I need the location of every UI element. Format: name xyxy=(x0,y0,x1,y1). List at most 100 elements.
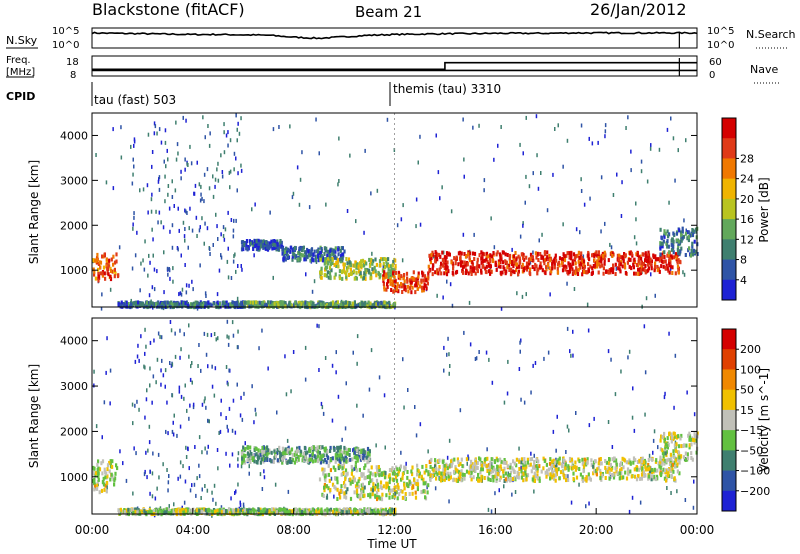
freq-tick-top: 18 xyxy=(66,57,79,68)
echo-cell xyxy=(694,249,697,254)
echo-cell xyxy=(342,262,345,267)
echo-cell xyxy=(382,484,385,489)
echo-cell xyxy=(319,257,322,262)
echo-cell xyxy=(439,265,442,270)
echo-cell xyxy=(436,257,439,262)
scatter-cell xyxy=(211,490,213,495)
echo-cell xyxy=(499,270,502,275)
echo-cell xyxy=(337,453,340,458)
scatter-cell xyxy=(156,486,158,491)
echo-cell xyxy=(440,261,443,266)
echo-cell xyxy=(677,268,680,272)
echo-cell xyxy=(328,271,332,275)
scatter-cell xyxy=(152,305,154,310)
echo-cell xyxy=(521,465,524,470)
echo-cell xyxy=(592,264,595,268)
echo-cell xyxy=(361,482,364,487)
echo-cell xyxy=(376,484,379,489)
scatter-cell xyxy=(383,393,386,398)
echo-cell xyxy=(494,471,497,476)
echo-cell xyxy=(688,434,692,439)
echo-cell xyxy=(515,262,518,267)
scatter-cell xyxy=(216,448,219,452)
echo-cell xyxy=(441,478,444,483)
scatter-cell xyxy=(259,472,262,477)
echo-cell xyxy=(604,476,607,480)
echo-cell xyxy=(635,252,638,257)
scatter-cell xyxy=(498,488,500,493)
echo-cell xyxy=(692,248,695,253)
scatter-cell xyxy=(168,474,170,478)
echo-cell xyxy=(323,448,326,453)
echo-cell xyxy=(671,243,674,248)
echo-cell xyxy=(526,457,529,462)
echo-cell xyxy=(403,465,406,470)
scatter-cell xyxy=(219,429,222,434)
echo-cell xyxy=(108,469,111,474)
echo-cell xyxy=(339,489,342,493)
echo-cell xyxy=(322,470,325,475)
scatter-cell xyxy=(185,118,187,123)
echo-cell xyxy=(615,458,618,463)
echo-cell xyxy=(388,491,391,496)
echo-cell xyxy=(495,474,498,479)
scatter-cell xyxy=(180,394,183,399)
scatter-cell xyxy=(415,224,417,229)
echo-cell xyxy=(667,234,670,239)
echo-cell xyxy=(450,260,453,265)
echo-cell xyxy=(395,287,398,292)
scatter-cell xyxy=(207,444,209,449)
echo-cell xyxy=(349,272,352,276)
echo-cell xyxy=(266,448,270,453)
echo-cell xyxy=(344,300,347,305)
echo-cell xyxy=(526,460,529,465)
scatter-cell xyxy=(133,143,135,148)
echo-cell xyxy=(288,302,291,307)
echo-cell xyxy=(351,467,354,472)
echo-cell xyxy=(191,302,194,307)
echo-cell xyxy=(441,459,444,464)
scatter-cell xyxy=(158,127,161,132)
echo-cell xyxy=(106,463,110,468)
echo-cell xyxy=(608,466,611,471)
echo-cell xyxy=(623,262,626,267)
echo-cell xyxy=(432,468,435,473)
n-sky-label: N.Sky xyxy=(6,34,38,47)
echo-cell xyxy=(685,443,688,448)
scatter-cell xyxy=(403,405,405,410)
scatter-cell xyxy=(627,355,629,360)
scatter-cell xyxy=(459,408,462,413)
scatter-cell xyxy=(232,234,235,239)
echo-cell xyxy=(636,460,640,464)
echo-cell xyxy=(352,263,355,268)
echo-cell xyxy=(135,303,138,308)
scatter-cell xyxy=(580,177,582,182)
echo-cell xyxy=(332,465,335,470)
echo-cell xyxy=(434,470,438,475)
echo-cell xyxy=(663,476,666,481)
echo-cell xyxy=(689,253,692,258)
scatter-cell xyxy=(419,422,422,427)
echo-cell xyxy=(572,269,575,274)
echo-cell xyxy=(400,477,403,482)
scatter-cell xyxy=(676,489,678,494)
echo-cell xyxy=(478,264,481,269)
scatter-cell xyxy=(164,128,167,133)
echo-cell xyxy=(327,275,330,280)
echo-cell xyxy=(554,478,557,483)
echo-cell xyxy=(261,243,264,248)
scatter-cell xyxy=(151,164,153,169)
echo-cell xyxy=(438,267,441,272)
scatter-cell xyxy=(215,212,217,217)
echo-cell xyxy=(321,445,324,450)
scatter-cell xyxy=(664,391,666,396)
echo-cell xyxy=(353,450,356,455)
echo-cell xyxy=(302,451,305,456)
echo-cell xyxy=(369,494,372,499)
echo-cell xyxy=(461,464,464,469)
scatter-cell xyxy=(186,408,188,413)
scatter-cell xyxy=(144,365,146,370)
scatter-cell xyxy=(147,210,149,215)
scatter-cell xyxy=(198,463,200,468)
echo-cell xyxy=(345,272,348,277)
